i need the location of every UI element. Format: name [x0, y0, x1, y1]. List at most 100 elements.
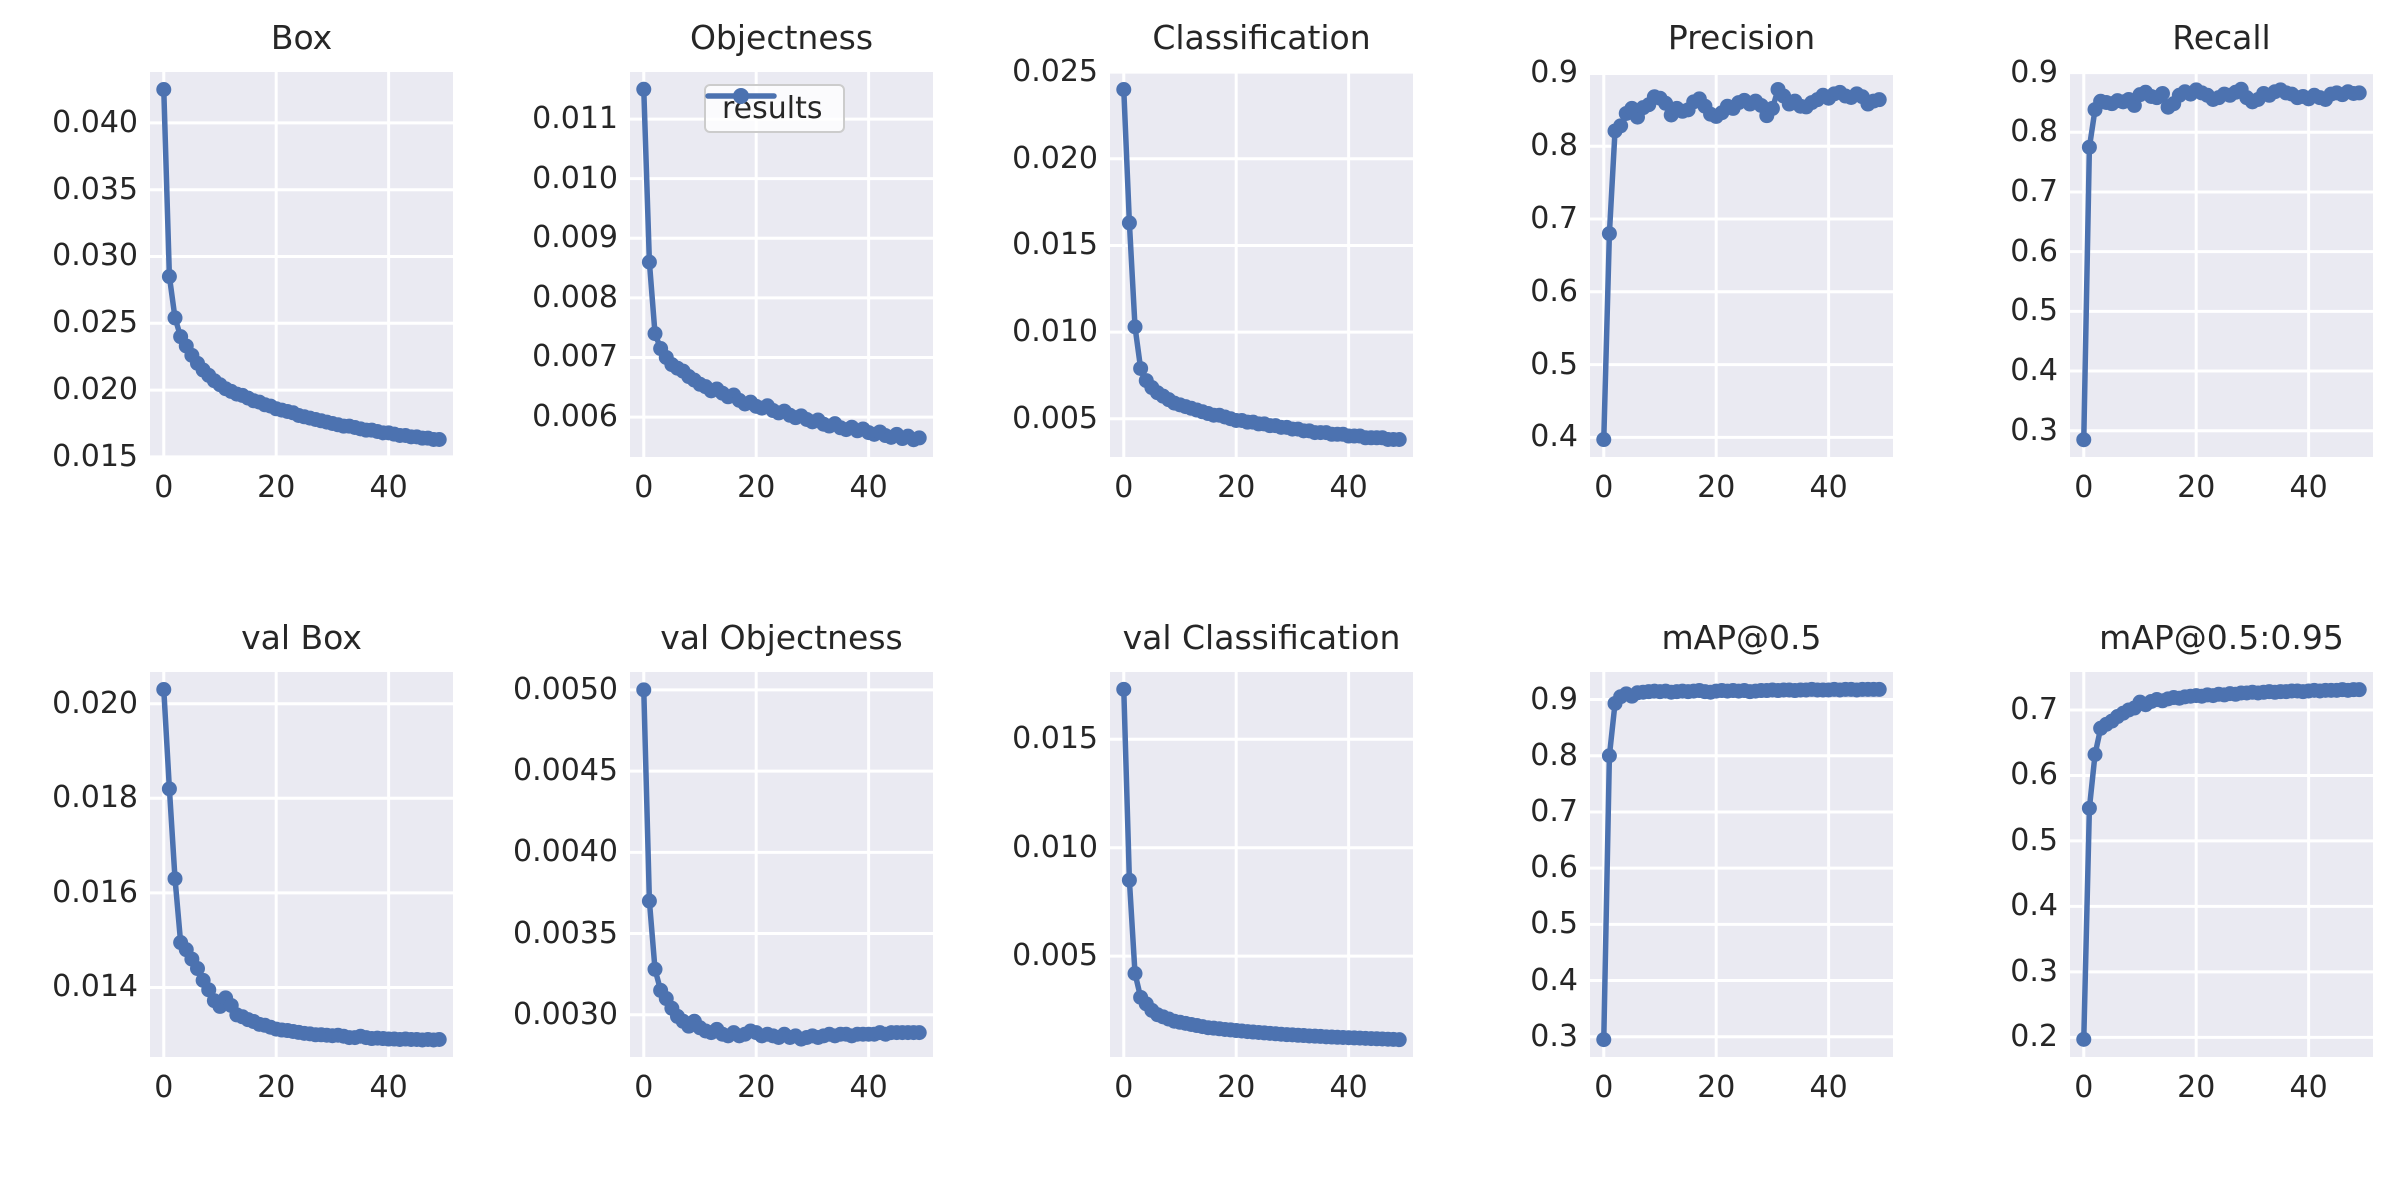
- plot-area: [2070, 672, 2373, 1057]
- y-tick-label: 0.010: [532, 160, 618, 196]
- data-point-marker: [2351, 85, 2367, 101]
- y-tick-label: 0.005: [1012, 938, 1098, 974]
- data-point-marker: [1613, 118, 1629, 134]
- data-point-marker: [911, 430, 927, 446]
- data-point-marker: [1116, 82, 1132, 97]
- subplot-val-objectness: val Objectness 0.0030 0.0035 0.0040 0.0045 0.…: [480, 600, 960, 1200]
- data-point-marker: [2154, 85, 2170, 101]
- y-tick-label: 0.025: [52, 305, 138, 341]
- x-tick-label: 20: [2177, 470, 2216, 505]
- y-tick-label: 0.5: [2010, 293, 2058, 329]
- data-point-marker: [1596, 432, 1612, 448]
- y-tick-label: 0.005: [1012, 400, 1098, 436]
- plot-canvas: [2070, 672, 2373, 1057]
- y-tick-label: 0.0050: [513, 671, 618, 707]
- subplot-val-classification: val Classification 0.005 0.010 0.015 0 20 40: [960, 600, 1440, 1200]
- data-point-marker: [161, 269, 177, 285]
- subplot-title: mAP@0.5:0.95: [2099, 618, 2344, 657]
- y-tick-label: 0.6: [1530, 273, 1578, 309]
- series-line-results: [641, 86, 922, 443]
- y-tick-label: 0.7: [2010, 173, 2058, 209]
- plot-canvas: [630, 672, 933, 1057]
- plot-area: [1110, 672, 1413, 1057]
- data-point-marker: [2076, 432, 2092, 448]
- y-tick-label: 0.4: [1530, 962, 1578, 998]
- y-tick-label: 0.3: [2010, 953, 2058, 989]
- y-tick-label: 0.016: [52, 874, 138, 910]
- x-tick-label: 20: [1217, 470, 1256, 505]
- subplot-title: Classification: [1152, 18, 1371, 57]
- subplot-title: val Box: [241, 618, 362, 657]
- x-tick-label: 40: [1809, 470, 1848, 505]
- y-tick-label: 0.5: [1530, 906, 1578, 942]
- data-point-marker: [1871, 92, 1887, 108]
- subplot-val-box: val Box 0.014 0.016 0.018 0.020 0 20 40: [0, 600, 480, 1200]
- y-tick-label: 0.4: [1530, 419, 1578, 455]
- subplot-title: val Classification: [1122, 618, 1401, 657]
- data-point-marker: [1391, 432, 1407, 447]
- plot-area: [150, 72, 453, 459]
- x-tick-label: 20: [737, 1070, 776, 1105]
- subplot-title: mAP@0.5: [1661, 618, 1822, 657]
- x-tick-label: 40: [2289, 1070, 2328, 1105]
- subplot-map-0-5: mAP@0.5 0.3 0.4 0.5 0.6 0.7 0.8 0.9 0 20 40: [1440, 600, 1920, 1200]
- series-line-results: [2081, 686, 2362, 1043]
- y-tick-label: 0.006: [532, 399, 618, 435]
- y-tick-label: 0.040: [52, 104, 138, 140]
- plot-canvas: [1590, 71, 1893, 457]
- subplot-precision: Precision 0.4 0.5 0.6 0.7 0.8 0.9 0 20 40: [1440, 0, 1920, 600]
- x-tick-label: 20: [1697, 470, 1736, 505]
- plot-area: [1590, 672, 1893, 1057]
- data-point-marker: [1601, 226, 1617, 242]
- x-tick-label: 0: [2074, 470, 2094, 505]
- data-point-marker: [641, 893, 657, 909]
- subplot-objectness: Objectness results 0.006 0.007 0.008 0.009 0.0…: [480, 0, 960, 600]
- series-line-results: [2081, 86, 2362, 443]
- x-tick-label: 20: [2177, 1070, 2216, 1105]
- subplot-recall: Recall 0.3 0.4 0.5 0.6 0.7 0.8 0.9 0 20 40: [1920, 0, 2400, 600]
- y-tick-label: 0.007: [532, 339, 618, 375]
- x-tick-label: 40: [369, 470, 408, 505]
- subplot-map-0-5-0-95: mAP@0.5:0.95 0.2 0.3 0.4 0.5 0.6 0.7 0 20 40: [1920, 600, 2400, 1200]
- plot-canvas: [150, 672, 453, 1057]
- plot-canvas: [150, 72, 453, 459]
- y-tick-label: 0.9: [2010, 54, 2058, 90]
- x-tick-label: 20: [257, 470, 296, 505]
- series-line-results: [1601, 86, 1882, 443]
- data-point-marker: [1658, 95, 1674, 111]
- x-tick-label: 0: [634, 1070, 654, 1105]
- x-tick-label: 40: [849, 1070, 888, 1105]
- data-point-marker: [636, 682, 652, 698]
- subplot-classification: Classification 0.005 0.010 0.015 0.020 0.025 0…: [960, 0, 1440, 600]
- x-tick-label: 20: [1697, 1070, 1736, 1105]
- data-point-marker: [1127, 965, 1143, 981]
- data-point-marker: [156, 682, 172, 697]
- y-tick-label: 0.7: [1530, 793, 1578, 829]
- x-tick-label: 0: [1114, 470, 1134, 505]
- y-tick-label: 0.6: [2010, 757, 2058, 793]
- data-point-marker: [190, 961, 206, 977]
- y-tick-label: 0.3: [1530, 1018, 1578, 1054]
- data-point-marker: [647, 326, 663, 342]
- y-tick-label: 0.6: [1530, 850, 1578, 886]
- y-tick-label: 0.015: [52, 438, 138, 474]
- plot-area: results: [630, 72, 933, 457]
- y-tick-label: 0.7: [2010, 691, 2058, 727]
- data-point-marker: [2081, 139, 2097, 155]
- data-point-marker: [161, 781, 177, 797]
- y-tick-label: 0.018: [52, 780, 138, 816]
- plot-area: [150, 672, 453, 1057]
- y-tick-label: 0.008: [532, 279, 618, 315]
- y-tick-label: 0.3: [2010, 412, 2058, 448]
- data-point-marker: [431, 432, 447, 447]
- subplot-title: val Objectness: [660, 618, 903, 657]
- y-tick-label: 0.5: [1530, 346, 1578, 382]
- data-point-marker: [1116, 681, 1132, 697]
- data-point-marker: [647, 961, 663, 977]
- data-point-marker: [2081, 800, 2097, 816]
- plot-area: [1110, 70, 1413, 457]
- data-point-marker: [1596, 1032, 1612, 1048]
- y-tick-label: 0.014: [52, 969, 138, 1005]
- data-point-marker: [167, 310, 183, 326]
- subplot-title: Recall: [2172, 18, 2271, 57]
